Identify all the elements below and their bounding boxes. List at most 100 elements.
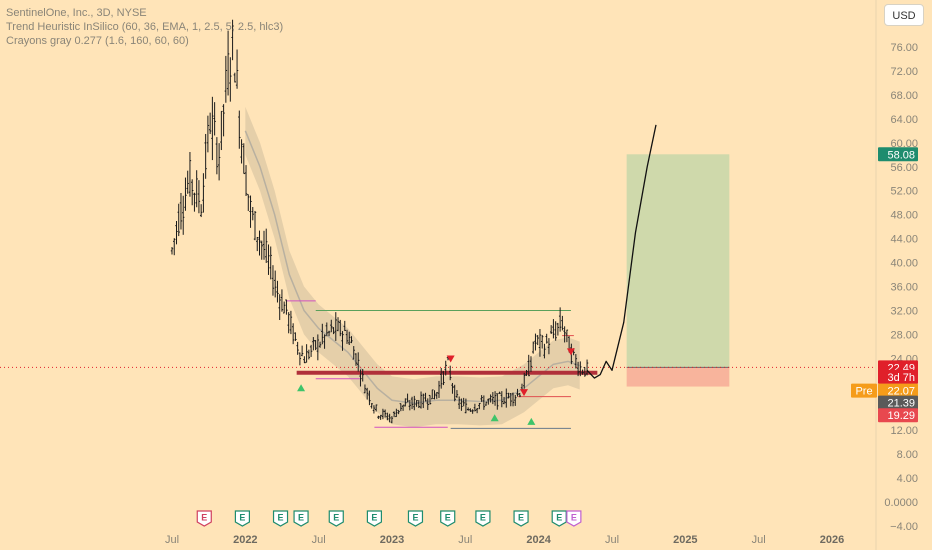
candle [502,396,506,405]
candle [363,384,367,394]
buy-signal-icon [297,384,306,392]
candle [265,228,268,263]
symbol-title[interactable]: SentinelOne, Inc., 3D, NYSE [6,7,147,19]
time-axis-label: Jul [752,534,766,546]
candle [516,388,519,397]
candle [498,391,501,394]
premarket-price-tag-bg [878,383,918,398]
candle [437,380,441,398]
candle [240,139,243,164]
candle [491,392,495,405]
candle [442,371,445,386]
price-axis-label: 56.00 [890,162,918,174]
candle [505,388,508,408]
earnings-icon [366,510,382,527]
indicator-crayons[interactable]: Crayons gray 0.277 (1.6, 160, 60, 60) [6,35,189,47]
candle [357,352,360,372]
candle [206,115,210,153]
candle [220,110,223,151]
premarket-label-box: Pre [851,383,877,398]
candle [565,329,569,343]
candle [213,102,216,136]
candle [545,333,548,344]
currency-button[interactable]: USD [884,4,924,26]
earnings-icon [513,510,529,527]
candle [525,369,528,376]
price-axis-label: 52.00 [890,186,918,198]
candle [321,323,324,345]
candle [480,395,483,402]
earnings-icon [566,510,582,527]
candle [296,341,299,355]
earnings-marker: E [551,510,567,527]
candle [500,391,504,408]
candle [413,395,416,411]
candle [415,400,418,407]
candle [424,392,427,402]
candle [558,307,562,332]
premarket-label-bg [851,383,877,398]
current-price-tag-text: 21.39 [887,398,915,410]
candle [453,384,456,402]
earnings-label: E [445,513,451,523]
earnings-label: E [480,513,486,523]
candle [325,322,329,337]
price-axis-label: 40.00 [890,258,918,270]
candle [561,315,564,331]
candle [449,365,452,381]
time-axis-label: Jul [458,534,472,546]
candle [370,403,373,409]
price-axis-label: 32.00 [890,305,918,317]
candle [260,240,263,260]
candle [514,394,517,406]
time-axis-label: 2022 [233,534,257,546]
candle [249,195,252,228]
candle [543,343,546,359]
buy-signal-icon [490,414,499,422]
candle [323,334,326,349]
candle [309,344,313,357]
candle [307,349,311,360]
chart-legend: SentinelOne, Inc., 3D, NYSE Trend Heuris… [6,6,283,48]
candle [478,402,481,410]
price-axis-label: 28.00 [890,329,918,341]
earnings-icon [328,510,344,527]
candle [175,220,178,245]
current-price-tag: 21.39 [878,395,918,410]
candle [300,345,304,357]
candle [285,299,288,315]
candle [287,312,290,334]
candle [462,397,465,407]
earnings-label: E [518,513,524,523]
candle [527,354,530,377]
candle [330,319,333,333]
indicator-trend-heuristic[interactable]: Trend Heuristic InSilico (60, 36, EMA, 1… [6,21,284,33]
candle [224,55,228,103]
candle [464,398,468,414]
candle [267,244,270,275]
candle [247,194,250,211]
candle [547,338,551,355]
candle [202,173,205,213]
current-price-tag-bg [878,395,918,410]
candle [509,392,512,407]
earnings-icon [440,510,456,527]
candle [303,356,306,364]
candle [341,331,344,351]
candle [195,170,198,208]
earnings-label: E [371,513,377,523]
earnings-marker: E [196,510,212,527]
earnings-label: E [298,513,304,523]
candle [383,409,387,418]
candle [359,369,362,387]
buy-signal-icon [527,417,536,425]
candle [408,399,412,411]
candle [511,392,515,407]
candle [343,320,346,331]
candle [487,398,490,405]
price-axis-label: 8.00 [897,449,918,461]
position-profit-zone [626,154,730,368]
candle [493,391,497,406]
